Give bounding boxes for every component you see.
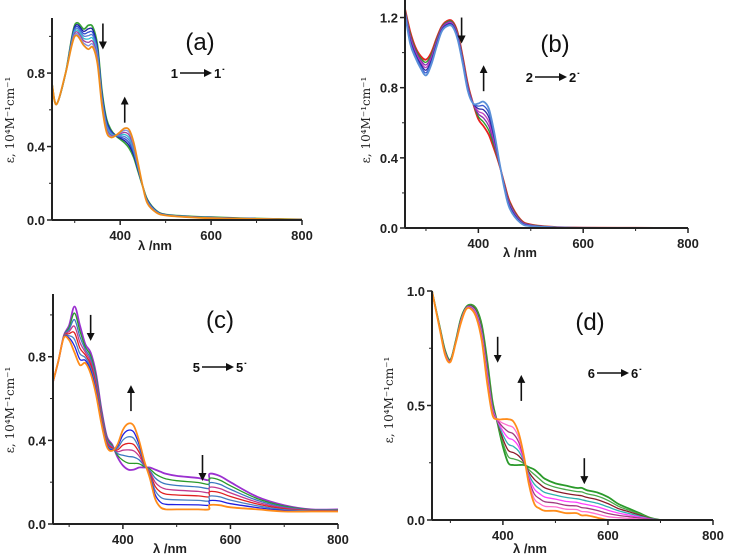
x-axis-label: λ /nm <box>138 238 172 253</box>
spectrum-line <box>51 29 303 221</box>
x-axis-label: λ /nm <box>503 245 537 260</box>
x-tick-label: 800 <box>327 532 349 547</box>
reaction-from: 5 <box>193 360 200 375</box>
y-axis-label: ε, 10⁴M⁻¹cm⁻¹ <box>3 77 17 164</box>
spectrum-line <box>51 25 303 221</box>
y-tick-label: 0.4 <box>380 151 399 166</box>
x-tick-label: 400 <box>492 528 514 543</box>
y-tick-label: 1.2 <box>380 11 398 26</box>
x-tick-label: 800 <box>677 236 699 251</box>
y-axis-label: ε, 10⁴M⁻¹cm⁻¹ <box>3 367 17 454</box>
spectrum-line <box>431 290 661 521</box>
spectrum-line <box>431 290 661 522</box>
spectrum-line <box>51 34 303 221</box>
x-tick-label: 600 <box>597 528 619 543</box>
reaction-from: 2 <box>526 70 533 85</box>
x-tick-label: 400 <box>109 228 131 243</box>
panel-title: (d) <box>575 309 604 336</box>
panel-title: (b) <box>540 31 569 58</box>
y-tick-label: 0.8 <box>380 81 398 96</box>
spectrum-line <box>51 31 303 221</box>
reaction-from: 1 <box>171 66 178 81</box>
x-tick-label: 600 <box>572 236 594 251</box>
spectrum-line <box>431 290 661 521</box>
reaction-to: 6˙ <box>631 366 643 381</box>
x-tick-label: 400 <box>112 532 134 547</box>
reaction-from: 6 <box>588 366 595 381</box>
spectrum-line <box>431 290 661 521</box>
spectrum-line <box>52 325 339 512</box>
spectrum-line <box>52 331 339 512</box>
spectrum-line <box>51 21 303 221</box>
y-tick-label: 0.8 <box>27 66 45 81</box>
reaction-to: 5˙ <box>236 360 248 375</box>
panel-c: 400 600 800 0.0 0.4 0.8 λ /nm ε, 10⁴M⁻¹cm⁻¹ (c) 5… <box>3 294 349 556</box>
spectrum-line <box>431 290 661 521</box>
panel-title: (c) <box>206 307 234 334</box>
x-tick-label: 800 <box>291 228 313 243</box>
panel-d: 400 600 800 0.0 0.5 1.0 λ /nm ε, 10⁴M⁻¹cm⁻¹ (d) 6… <box>382 284 724 556</box>
y-tick-label: 0.0 <box>407 513 425 528</box>
spectrum-line <box>52 312 339 511</box>
reaction-to: 1˙ <box>214 66 226 81</box>
spectrum-line <box>51 24 303 221</box>
spectrum-line <box>51 32 303 221</box>
x-axis-label: λ /nm <box>513 541 547 556</box>
spectrum-line <box>52 305 339 511</box>
reaction-to: 2˙ <box>569 70 581 85</box>
y-axis-label: ε, 10⁴M⁻¹cm⁻¹ <box>359 77 373 164</box>
y-tick-label: 1.0 <box>407 284 425 299</box>
y-tick-label: 0.0 <box>27 213 45 228</box>
spectrum-line <box>431 290 661 521</box>
spectrum-line <box>52 335 339 512</box>
y-tick-label: 0.0 <box>28 517 46 532</box>
spectrum-line <box>52 335 338 513</box>
x-tick-label: 600 <box>200 228 222 243</box>
x-tick-label: 400 <box>468 236 490 251</box>
spectrum-line <box>52 319 339 511</box>
spectrum-line <box>431 290 661 521</box>
spectrum-line <box>404 13 688 229</box>
spectrum-line <box>51 27 303 221</box>
panel-b: 400 600 800 0.0 0.4 0.8 1.2 λ /nm ε, 10⁴M⁻¹cm⁻¹ (… <box>359 0 699 260</box>
x-tick-label: 800 <box>702 528 724 543</box>
x-axis-label: λ /nm <box>153 541 187 556</box>
y-axis-label: ε, 10⁴M⁻¹cm⁻¹ <box>382 357 396 444</box>
panel-title: (a) <box>185 29 214 56</box>
y-tick-label: 0.5 <box>407 399 425 414</box>
y-tick-label: 0.4 <box>27 140 46 155</box>
y-tick-label: 0.4 <box>28 433 47 448</box>
x-tick-label: 600 <box>220 532 242 547</box>
y-tick-label: 0.0 <box>380 221 398 236</box>
y-tick-label: 0.8 <box>28 350 46 365</box>
spectrum-line <box>431 290 661 521</box>
spectrum-line <box>52 334 339 512</box>
